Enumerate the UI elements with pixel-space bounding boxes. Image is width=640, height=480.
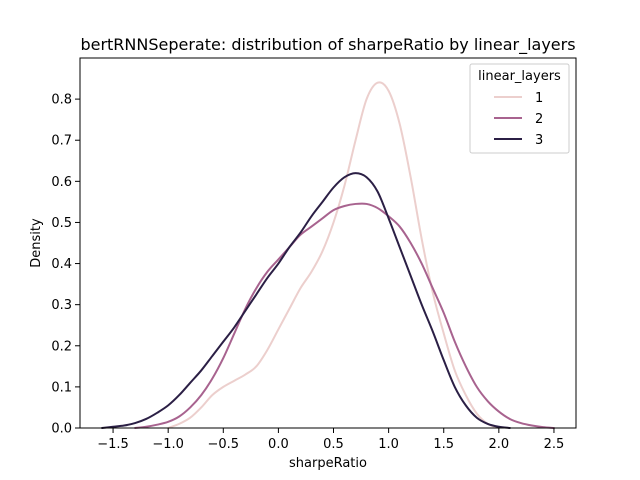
y-tick-label: 0.7 [51, 134, 72, 149]
x-tick-label: −0.5 [207, 437, 239, 452]
series-line-2 [134, 202, 555, 429]
y-tick-label: 0.8 [51, 93, 72, 108]
y-tick-label: 0.4 [51, 257, 72, 272]
legend-label-2: 2 [535, 112, 543, 127]
y-tick-label: 0.6 [51, 175, 72, 190]
x-tick-label: 0.0 [268, 437, 289, 452]
x-tick-label: −1.0 [152, 437, 184, 452]
legend-items: 1 2 3 [494, 91, 543, 148]
x-axis-label: sharpeRatio [289, 456, 367, 471]
y-tick-label: 0.0 [51, 422, 72, 437]
legend: linear_layers 1 2 3 [469, 63, 570, 154]
x-tick-label: 2.5 [544, 437, 565, 452]
series-line-3 [101, 172, 511, 429]
x-tick-label: 2.0 [489, 437, 510, 452]
legend-title: linear_layers [478, 69, 561, 84]
y-axis-label: Density [29, 218, 44, 268]
x-tick-label: −1.5 [97, 437, 129, 452]
x-tick-label: 1.5 [433, 437, 454, 452]
legend-label-1: 1 [535, 91, 543, 106]
plot-frame [79, 57, 577, 429]
legend-box [469, 63, 570, 154]
x-tick-label: 1.0 [378, 437, 399, 452]
x-axis-ticks: −1.5 −1.0 −0.5 0.0 0.5 1.0 1.5 2.0 2.5 [97, 428, 564, 452]
series-curves [101, 81, 555, 429]
x-tick-label: 0.5 [323, 437, 344, 452]
chart-title: bertRNNSeperate: distribution of sharpeR… [80, 35, 575, 55]
y-tick-label: 0.1 [51, 380, 72, 395]
series-line-1 [167, 81, 500, 429]
y-tick-label: 0.5 [51, 216, 72, 231]
y-tick-label: 0.3 [51, 298, 72, 313]
y-tick-label: 0.2 [51, 339, 72, 354]
y-axis-ticks: 0.0 0.1 0.2 0.3 0.4 0.5 0.6 0.7 0.8 [51, 93, 80, 437]
legend-label-3: 3 [535, 133, 543, 148]
